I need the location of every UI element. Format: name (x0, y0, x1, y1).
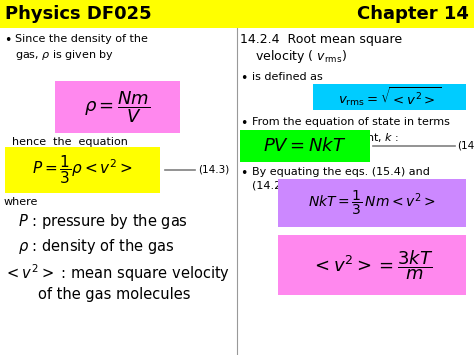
Text: $< v^2 >$ : mean square velocity: $< v^2 >$ : mean square velocity (4, 262, 230, 284)
Text: $PV = NkT$: $PV = NkT$ (264, 137, 346, 155)
Text: $NkT = \dfrac{1}{3}\,Nm < v^2 >$: $NkT = \dfrac{1}{3}\,Nm < v^2 >$ (308, 189, 436, 217)
Text: 14.2.4  Root mean square: 14.2.4 Root mean square (240, 33, 402, 46)
Text: (14.3): (14.3) (198, 165, 229, 175)
Text: Since the density of the
gas, $\rho$ is given by: Since the density of the gas, $\rho$ is … (15, 34, 148, 62)
Text: is defined as: is defined as (252, 72, 323, 82)
Bar (313, 84, 466, 110)
Bar (240, 130, 370, 162)
Text: hence  the  equation
(15.1) can be written as: hence the equation (15.1) can be written… (12, 137, 146, 160)
Text: of the gas molecules: of the gas molecules (38, 287, 191, 302)
Bar (55, 81, 180, 133)
Text: (14.4): (14.4) (457, 141, 474, 151)
Text: •: • (240, 167, 247, 180)
Text: •: • (240, 72, 247, 85)
Text: $\rho$ : density of the gas: $\rho$ : density of the gas (18, 237, 174, 256)
Text: •: • (240, 117, 247, 130)
Text: •: • (4, 34, 11, 47)
Text: $P = \dfrac{1}{3}\rho < v^2 >$: $P = \dfrac{1}{3}\rho < v^2 >$ (32, 154, 133, 186)
Text: From the equation of state in terms
of Boltzmann constant, $k$ :: From the equation of state in terms of B… (252, 117, 450, 144)
Text: $\rho = \dfrac{Nm}{V}$: $\rho = \dfrac{Nm}{V}$ (84, 89, 151, 125)
Text: where: where (4, 197, 38, 207)
Text: Chapter 14: Chapter 14 (357, 5, 469, 23)
Bar (5, 147, 160, 193)
Text: Physics DF025: Physics DF025 (5, 5, 152, 23)
Bar (278, 179, 466, 227)
Text: $< v^2 >= \dfrac{3kT}{m}$: $< v^2 >= \dfrac{3kT}{m}$ (311, 248, 433, 282)
Text: By equating the eqs. (15.4) and
(14.2), thus: By equating the eqs. (15.4) and (14.2), … (252, 167, 430, 191)
Bar (278, 235, 466, 295)
Text: $P$ : pressure by the gas: $P$ : pressure by the gas (18, 212, 188, 231)
Text: $v_{\mathrm{rms}} = \sqrt{< v^2 >}$: $v_{\mathrm{rms}} = \sqrt{< v^2 >}$ (338, 86, 441, 108)
Text: velocity ( $v_{\mathrm{rms}}$): velocity ( $v_{\mathrm{rms}}$) (255, 48, 347, 65)
Bar (0, 0, 474, 28)
